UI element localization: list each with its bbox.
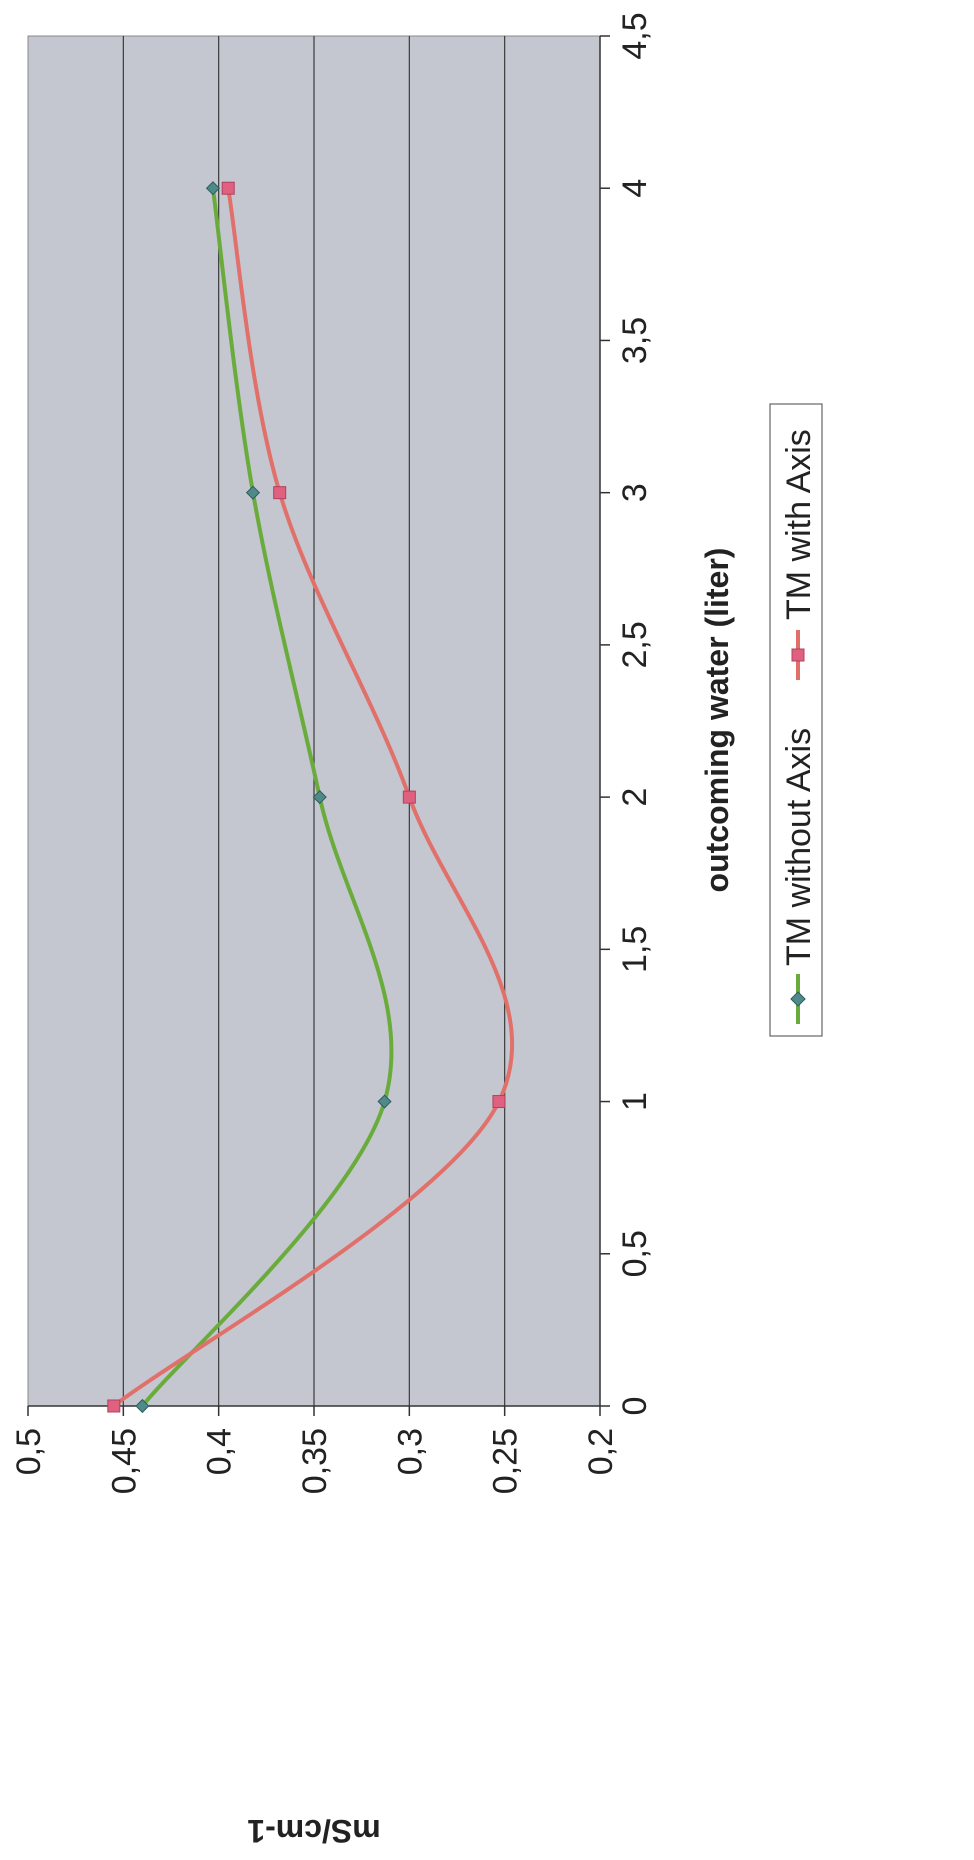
x-axis-title: outcoming water (liter) xyxy=(699,548,735,893)
legend-marker-tm-without-axis xyxy=(790,991,806,1007)
x-tick-label: 4 xyxy=(616,179,654,198)
tick-labels: 0,2 0,25 0,3 0,35 0,4 0,45 0,5 0 0,5 1 1,5 2 2,5 3 3,5… xyxy=(10,12,654,1494)
x-tick-label: 1 xyxy=(616,1092,654,1111)
data-point-diamond xyxy=(205,181,221,196)
legend-label-tm-with-axis: TM with Axis xyxy=(780,429,818,620)
gridlines xyxy=(122,36,506,1406)
y-tick-label: 0,25 xyxy=(487,1428,525,1494)
legend-box xyxy=(769,403,823,1037)
y-tick-label: 0,4 xyxy=(201,1428,239,1475)
series-line-0 xyxy=(140,186,394,1408)
y-tick-label: 0,2 xyxy=(582,1428,620,1475)
data-point-diamond xyxy=(377,1094,392,1109)
x-tick-label: 3 xyxy=(616,483,654,502)
y-tick-label: 0,45 xyxy=(105,1428,143,1494)
legend-label-tm-without-axis: TM without Axis xyxy=(780,728,818,966)
data-point-square xyxy=(107,1399,121,1413)
data-point-square xyxy=(402,790,416,804)
axes xyxy=(27,35,610,1416)
y-axis-title: mS/cm-1 xyxy=(247,1813,380,1849)
y-tick-label: 0,3 xyxy=(391,1428,429,1475)
x-tick-label: 2 xyxy=(616,788,654,807)
legend: TM without Axis TM with Axis xyxy=(769,403,823,1037)
x-tick-label: 0,5 xyxy=(616,1230,654,1277)
y-tick-label: 0,5 xyxy=(10,1428,48,1475)
x-tick-label: 0 xyxy=(616,1397,654,1416)
data-point-diamond xyxy=(245,485,261,500)
series-line-1 xyxy=(111,186,515,1408)
series-lines xyxy=(111,186,515,1408)
x-tick-label: 3,5 xyxy=(616,317,654,364)
data-point-diamond xyxy=(312,790,327,805)
y-tick-label: 0,35 xyxy=(296,1428,334,1494)
data-point-square xyxy=(492,1095,506,1109)
data-point-square xyxy=(221,181,235,195)
x-tick-label: 4,5 xyxy=(616,12,654,59)
x-tick-label: 2,5 xyxy=(616,621,654,668)
x-tick-label: 1,5 xyxy=(616,926,654,973)
data-point-diamond xyxy=(135,1398,150,1414)
data-point-square xyxy=(273,486,287,500)
markers xyxy=(107,181,506,1414)
legend-marker-tm-with-axis xyxy=(791,648,805,662)
